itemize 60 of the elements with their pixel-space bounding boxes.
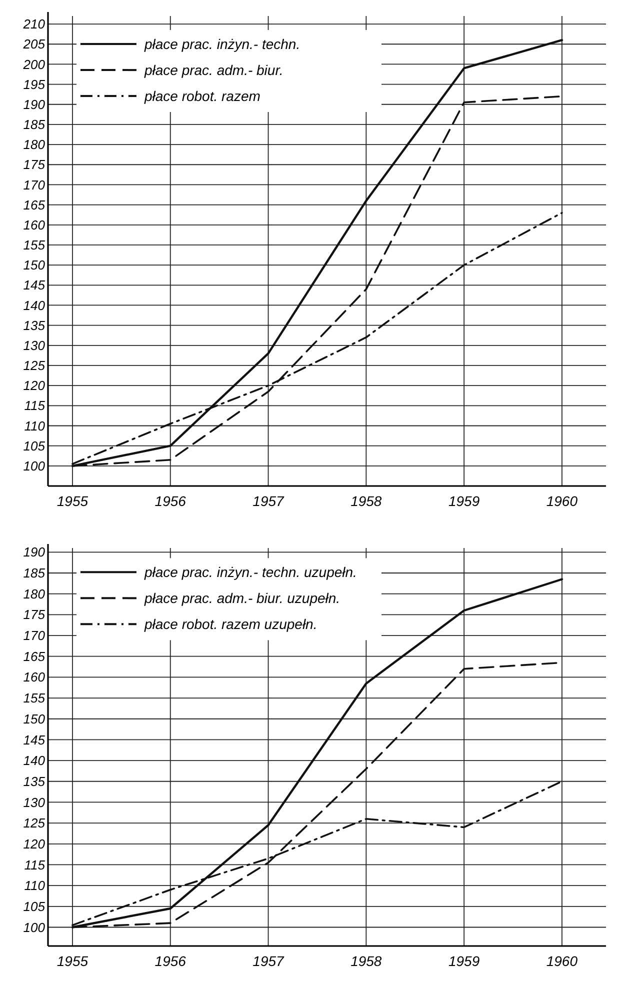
y-tick-label: 100 bbox=[23, 458, 46, 474]
y-tick-label: 100 bbox=[23, 920, 46, 935]
y-tick-label: 145 bbox=[23, 278, 46, 293]
y-tick-label: 175 bbox=[23, 607, 46, 622]
y-tick-label: 165 bbox=[23, 197, 46, 212]
y-tick-label: 180 bbox=[23, 586, 46, 602]
x-tick-label: 1957 bbox=[252, 953, 286, 969]
y-tick-label: 170 bbox=[23, 177, 46, 192]
y-tick-label: 120 bbox=[23, 836, 46, 852]
y-tick-label: 185 bbox=[23, 117, 46, 132]
x-tick-label: 1955 bbox=[56, 493, 88, 509]
y-tick-label: 180 bbox=[23, 137, 46, 152]
x-tick-label: 1955 bbox=[56, 953, 88, 969]
legend-label: płace prac. adm.- biur. uzupełn. bbox=[143, 590, 340, 606]
y-tick-label: 150 bbox=[23, 711, 46, 726]
y-tick-label: 130 bbox=[23, 338, 46, 353]
y-tick-label: 165 bbox=[23, 648, 46, 664]
y-tick-label: 175 bbox=[23, 157, 46, 172]
y-tick-label: 120 bbox=[23, 378, 46, 394]
legend-label: płace prac. inżyn.- techn. bbox=[143, 36, 300, 52]
y-tick-label: 125 bbox=[23, 358, 46, 374]
x-tick-label: 1956 bbox=[154, 953, 186, 969]
x-tick-label: 1958 bbox=[350, 493, 382, 509]
y-tick-label: 140 bbox=[23, 753, 46, 768]
x-tick-label: 1960 bbox=[546, 493, 578, 509]
y-tick-label: 110 bbox=[24, 878, 46, 894]
y-tick-label: 115 bbox=[24, 398, 46, 414]
y-tick-label: 105 bbox=[23, 438, 46, 454]
y-tick-label: 135 bbox=[23, 774, 46, 789]
y-tick-label: 160 bbox=[23, 670, 46, 685]
y-tick-label: 200 bbox=[22, 56, 46, 72]
x-tick-label: 1957 bbox=[252, 493, 286, 509]
y-tick-label: 155 bbox=[23, 690, 46, 706]
y-tick-label: 195 bbox=[23, 76, 46, 92]
legend-label: płace robot. razem bbox=[143, 88, 261, 104]
x-tick-label: 1958 bbox=[350, 953, 382, 969]
y-tick-label: 185 bbox=[23, 566, 46, 581]
y-tick-label: 160 bbox=[23, 217, 46, 232]
x-tick-label: 1956 bbox=[154, 493, 186, 509]
y-tick-label: 150 bbox=[23, 258, 46, 273]
y-tick-label: 140 bbox=[23, 298, 46, 313]
y-tick-label: 210 bbox=[22, 16, 46, 32]
y-tick-label: 110 bbox=[24, 418, 46, 434]
y-tick-label: 205 bbox=[22, 36, 46, 52]
legend-label: płace prac. inżyn.- techn. uzupełn. bbox=[143, 564, 357, 580]
y-tick-label: 135 bbox=[23, 318, 46, 333]
y-tick-label: 155 bbox=[23, 238, 46, 253]
y-tick-label: 190 bbox=[23, 96, 46, 112]
y-tick-label: 105 bbox=[23, 898, 46, 914]
x-tick-label: 1960 bbox=[546, 953, 578, 969]
x-tick-label: 1959 bbox=[448, 953, 480, 969]
x-tick-label: 1959 bbox=[448, 493, 480, 509]
y-tick-label: 115 bbox=[24, 857, 46, 872]
legend-label: płace robot. razem uzupełn. bbox=[143, 616, 318, 632]
y-tick-label: 190 bbox=[23, 544, 46, 560]
y-tick-label: 145 bbox=[23, 732, 46, 748]
y-tick-label: 170 bbox=[23, 628, 46, 644]
legend-label: płace prac. adm.- biur. bbox=[143, 62, 284, 78]
y-tick-label: 125 bbox=[23, 816, 46, 831]
y-tick-label: 130 bbox=[23, 794, 46, 810]
